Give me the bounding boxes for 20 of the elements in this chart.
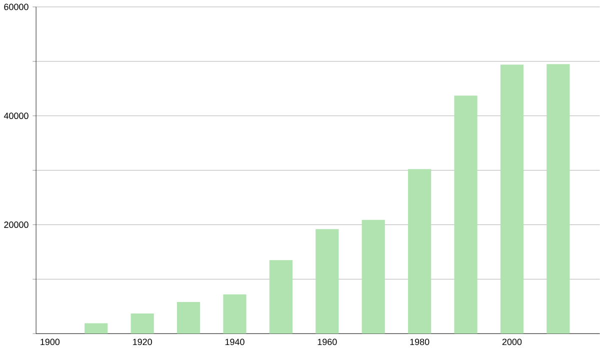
x-tick-label: 1960	[318, 338, 337, 346]
bar	[176, 302, 200, 334]
bar	[130, 314, 154, 334]
x-tick-label: 1940	[225, 338, 244, 346]
bar	[500, 64, 524, 334]
bar	[84, 323, 108, 334]
bar	[223, 294, 246, 334]
bar	[546, 64, 570, 334]
bar	[269, 260, 293, 334]
x-tick-label: 1920	[133, 338, 152, 346]
bar	[362, 220, 385, 334]
y-tick-label: 40000	[4, 112, 28, 120]
y-tick-label: 60000	[4, 4, 28, 10]
bar	[454, 96, 478, 334]
x-tick-label: 1980	[410, 338, 430, 346]
x-tick-label: 1900	[40, 338, 60, 346]
bar	[408, 169, 432, 334]
bar	[316, 229, 339, 334]
x-tick-label: 2000	[502, 338, 522, 346]
y-tick-label: 20000	[4, 222, 28, 228]
